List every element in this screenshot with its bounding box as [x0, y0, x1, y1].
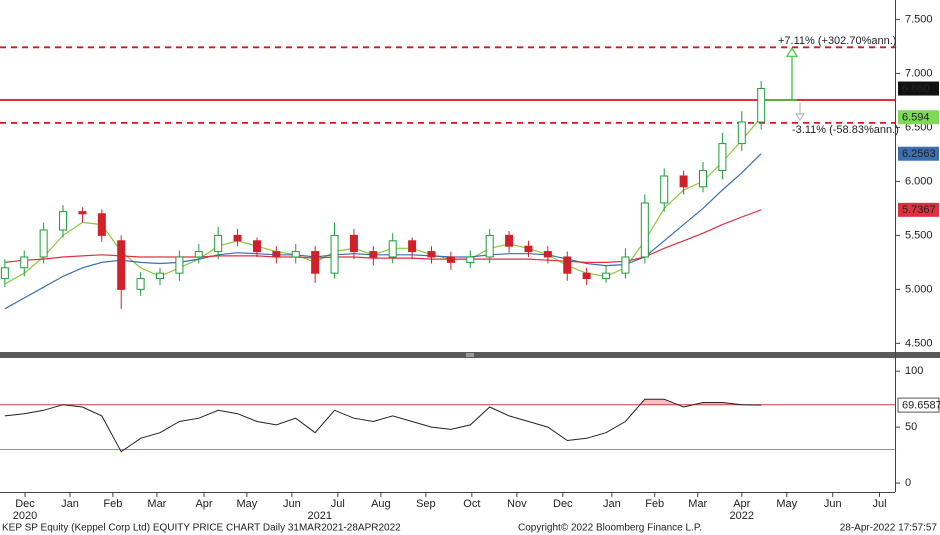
x-tick-label: Nov: [507, 498, 527, 510]
last-value-label: 6.594: [902, 112, 930, 124]
candle-body: [737, 121, 746, 145]
candle-body: [311, 251, 320, 274]
x-tick-label: Jan: [61, 498, 79, 510]
candle-body: [214, 234, 223, 253]
candle-body: [20, 256, 29, 269]
annotation-arrowhead: [785, 47, 799, 57]
x-tick-label: Apr: [733, 498, 750, 510]
candle-body: [59, 211, 68, 231]
candle-body: [78, 211, 87, 215]
y-tick-label: 0: [905, 477, 911, 489]
y-tick-label: 6.500: [905, 121, 933, 133]
candle-body: [0, 267, 9, 280]
candle-body: [136, 278, 145, 290]
last-value-box: [898, 81, 939, 96]
last-value-label: 5.7367: [902, 204, 936, 216]
candle-body: [388, 240, 397, 258]
candle-body: [679, 175, 688, 188]
x-tick-label: Jul: [872, 498, 886, 510]
candle-body: [39, 229, 48, 258]
footer-center: Copyright© 2022 Bloomberg Finance L.P.: [518, 523, 702, 534]
x-tick-label: Sep: [416, 498, 436, 510]
candle-body: [233, 234, 242, 242]
annotation-arrowhead: [795, 113, 805, 121]
candle-body: [602, 272, 611, 280]
candle-body: [621, 256, 630, 274]
x-tick-label: Oct: [463, 498, 480, 510]
x-tick-label: Apr: [195, 498, 212, 510]
candle-body: [291, 251, 300, 258]
separator-grip: [466, 353, 474, 357]
footer-left: KEP SP Equity (Keppel Corp Ltd) EQUITY P…: [2, 523, 401, 534]
candle-body: [408, 240, 417, 253]
candle-body: [446, 256, 455, 263]
year-label: 2022: [730, 510, 754, 522]
candle-body: [272, 251, 281, 258]
moving-average-line: [4, 153, 762, 310]
candle-body: [330, 234, 339, 274]
y-tick-label: 5.500: [905, 229, 933, 241]
candle-body: [466, 256, 475, 263]
last-value-box: [898, 202, 939, 217]
moving-average-line: [4, 209, 762, 263]
x-tick-label: May: [776, 498, 797, 510]
candle-body: [427, 251, 436, 258]
last-value-label: 6.2563: [902, 148, 936, 160]
x-tick-label: Feb: [103, 498, 122, 510]
x-tick-label: Jun: [283, 498, 301, 510]
last-value-box: [898, 146, 939, 161]
candle-body: [369, 251, 378, 258]
candle-body: [117, 240, 126, 290]
rsi-line: [4, 398, 762, 453]
y-tick-label: 100: [905, 365, 923, 377]
x-tick-label: Feb: [645, 498, 664, 510]
candle-body: [660, 175, 669, 204]
moving-average-line: [4, 116, 762, 285]
x-tick-label: Dec: [15, 498, 35, 510]
candle-body: [175, 256, 184, 274]
annotation-label: +7.11% (+302.70%ann.): [778, 35, 896, 47]
candle-body: [582, 272, 591, 280]
candle-body: [349, 234, 358, 253]
y-tick-label: 5.000: [905, 283, 933, 295]
x-tick-label: Mar: [688, 498, 707, 510]
candle-body: [155, 272, 164, 280]
candle-body: [563, 256, 572, 274]
y-tick-label: 7.000: [905, 67, 933, 79]
last-value-box: [898, 110, 939, 125]
y-tick-label: 6.000: [905, 175, 933, 187]
annotation-label: -3.11% (-58.83%ann.): [792, 124, 899, 136]
candle-body: [194, 251, 203, 258]
year-label: 2020: [13, 510, 37, 522]
x-tick-label: Jun: [824, 498, 842, 510]
x-tick-label: Mar: [147, 498, 166, 510]
candle-body: [699, 170, 708, 188]
x-tick-label: Aug: [371, 498, 391, 510]
candle-body: [505, 234, 514, 247]
candle-body: [97, 213, 106, 236]
last-value-label: 6.860: [902, 83, 930, 95]
candle-body: [485, 234, 494, 258]
year-label: 2021: [308, 510, 332, 522]
candle-body: [543, 251, 552, 258]
candle-body: [252, 240, 261, 253]
y-tick-label: 50: [905, 421, 917, 433]
x-tick-label: Jan: [603, 498, 621, 510]
last-value-label: 69.6587: [902, 400, 940, 412]
candle-body: [524, 245, 533, 253]
x-tick-label: May: [236, 498, 257, 510]
y-tick-label: 7.500: [905, 13, 933, 25]
x-tick-label: Jul: [331, 498, 345, 510]
y-tick-label: 4.500: [905, 337, 933, 349]
last-value-box: [897, 397, 940, 413]
candle-body: [718, 143, 727, 172]
candle-body: [640, 202, 649, 258]
footer-right: 28-Apr-2022 17:57:57: [840, 523, 938, 534]
x-tick-label: Dec: [553, 498, 573, 510]
candle-body: [757, 88, 766, 123]
